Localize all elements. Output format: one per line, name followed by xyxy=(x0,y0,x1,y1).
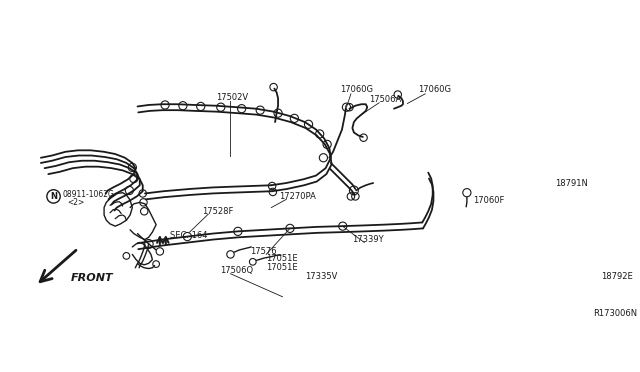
Text: FRONT: FRONT xyxy=(70,273,113,283)
Text: 08911-1062G: 08911-1062G xyxy=(63,190,115,199)
Text: R173006N: R173006N xyxy=(593,310,637,318)
Text: 17335V: 17335V xyxy=(305,272,337,281)
Text: 17060F: 17060F xyxy=(473,196,504,205)
Text: 17060G: 17060G xyxy=(418,85,451,94)
Text: <2>: <2> xyxy=(67,198,84,207)
Text: 17528F: 17528F xyxy=(202,207,234,216)
Text: 17506Q: 17506Q xyxy=(220,266,253,275)
Text: 18792E: 18792E xyxy=(601,272,632,281)
Text: 17270PA: 17270PA xyxy=(279,192,316,201)
Text: SEC. 164: SEC. 164 xyxy=(170,231,207,240)
Text: 17576: 17576 xyxy=(250,247,276,256)
Text: N: N xyxy=(50,192,57,201)
Text: 17502V: 17502V xyxy=(216,93,248,102)
Text: 17051E: 17051E xyxy=(266,263,298,272)
Text: 17339Y: 17339Y xyxy=(353,235,384,244)
Text: 17506A: 17506A xyxy=(369,95,401,104)
Text: 17060G: 17060G xyxy=(340,85,374,94)
Text: 17051E: 17051E xyxy=(266,254,298,263)
Text: 18791N: 18791N xyxy=(555,179,588,187)
